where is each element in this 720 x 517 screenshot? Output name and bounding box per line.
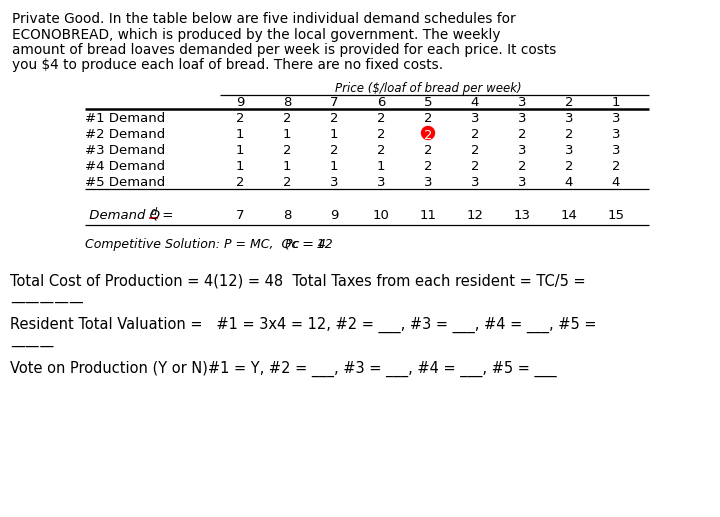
Text: 2: 2 (471, 128, 480, 141)
Text: 1: 1 (612, 96, 620, 109)
Text: 4: 4 (564, 176, 573, 189)
Text: you $4 to produce each loaf of bread. There are no fixed costs.: you $4 to produce each loaf of bread. Th… (12, 58, 443, 72)
Text: 2: 2 (518, 160, 526, 173)
Text: =: = (158, 209, 174, 222)
Text: 2: 2 (330, 144, 338, 157)
Text: 2: 2 (424, 129, 432, 142)
Text: 12: 12 (467, 209, 484, 222)
Text: 4: 4 (471, 96, 480, 109)
Text: 3: 3 (518, 96, 526, 109)
Text: Price ($/loaf of bread per week): Price ($/loaf of bread per week) (335, 82, 521, 95)
Text: 1: 1 (235, 128, 244, 141)
Text: 2: 2 (471, 144, 480, 157)
Text: 2: 2 (424, 144, 432, 157)
Text: 8: 8 (283, 209, 291, 222)
Text: Demand Q: Demand Q (85, 209, 160, 222)
Text: 6: 6 (377, 96, 385, 109)
Text: 13: 13 (513, 209, 531, 222)
Text: 2: 2 (283, 112, 292, 125)
Text: #5 Demand: #5 Demand (85, 176, 166, 189)
Text: Resident Total Valuation =   #1 = 3x4 = 12, #2 = ___, #3 = ___, #4 = ___, #5 =: Resident Total Valuation = #1 = 3x4 = 12… (10, 317, 596, 333)
Text: 11: 11 (420, 209, 436, 222)
Text: Competitive Solution: P = MC,  Qc = 12: Competitive Solution: P = MC, Qc = 12 (85, 238, 333, 251)
Text: 1: 1 (330, 128, 338, 141)
Text: 3: 3 (471, 112, 480, 125)
Text: 3: 3 (518, 176, 526, 189)
Text: 2: 2 (564, 160, 573, 173)
Text: 2: 2 (424, 112, 432, 125)
Text: 2: 2 (330, 112, 338, 125)
Text: 2: 2 (612, 160, 620, 173)
Text: amount of bread loaves demanded per week is provided for each price. It costs: amount of bread loaves demanded per week… (12, 43, 557, 57)
Text: 8: 8 (283, 96, 291, 109)
Text: 3: 3 (377, 176, 385, 189)
Text: 2: 2 (564, 128, 573, 141)
Text: 1: 1 (235, 144, 244, 157)
Text: 3: 3 (612, 128, 620, 141)
Text: 10: 10 (372, 209, 390, 222)
Text: #1 Demand: #1 Demand (85, 112, 166, 125)
Text: 1: 1 (330, 160, 338, 173)
Text: 14: 14 (561, 209, 577, 222)
Text: 4: 4 (612, 176, 620, 189)
Text: 2: 2 (377, 112, 385, 125)
Text: 3: 3 (330, 176, 338, 189)
Text: 3: 3 (471, 176, 480, 189)
Text: 2: 2 (283, 144, 292, 157)
Text: 2: 2 (564, 96, 573, 109)
Text: Vote on Production (Y or N)#1 = Y, #2 = ___, #3 = ___, #4 = ___, #5 = ___: Vote on Production (Y or N)#1 = Y, #2 = … (10, 361, 557, 377)
Text: 3: 3 (612, 112, 620, 125)
Text: 15: 15 (608, 209, 624, 222)
Text: #3 Demand: #3 Demand (85, 144, 166, 157)
Text: Total Cost of Production = 4(12) = 48  Total Taxes from each resident = TC/5 =: Total Cost of Production = 4(12) = 48 To… (10, 273, 585, 288)
Text: 1: 1 (377, 160, 385, 173)
Text: 3: 3 (612, 144, 620, 157)
Text: 2: 2 (235, 112, 244, 125)
Text: 3: 3 (564, 112, 573, 125)
Text: 3: 3 (518, 112, 526, 125)
Text: 2: 2 (424, 160, 432, 173)
Text: d: d (151, 207, 157, 217)
Text: 2: 2 (518, 128, 526, 141)
Text: 3: 3 (518, 144, 526, 157)
Text: Pc = 4: Pc = 4 (285, 238, 326, 251)
Text: #4 Demand: #4 Demand (85, 160, 165, 173)
Text: ———: ——— (10, 339, 54, 354)
Text: 1: 1 (283, 128, 292, 141)
Text: —————: ————— (10, 295, 84, 310)
Text: 5: 5 (424, 96, 432, 109)
Text: 7: 7 (330, 96, 338, 109)
Text: 1: 1 (235, 160, 244, 173)
Text: 2: 2 (235, 176, 244, 189)
Text: 2: 2 (471, 160, 480, 173)
Text: 1: 1 (283, 160, 292, 173)
Text: Private Good. In the table below are five individual demand schedules for: Private Good. In the table below are fiv… (12, 12, 516, 26)
Text: 2: 2 (377, 144, 385, 157)
Text: 3: 3 (424, 176, 432, 189)
Text: ECONOBREAD, which is produced by the local government. The weekly: ECONOBREAD, which is produced by the loc… (12, 27, 500, 41)
Text: 9: 9 (236, 96, 244, 109)
Text: 9: 9 (330, 209, 338, 222)
Text: 7: 7 (235, 209, 244, 222)
Text: #2 Demand: #2 Demand (85, 128, 166, 141)
Circle shape (421, 127, 434, 140)
Text: 2: 2 (377, 128, 385, 141)
Text: 3: 3 (564, 144, 573, 157)
Text: 2: 2 (283, 176, 292, 189)
